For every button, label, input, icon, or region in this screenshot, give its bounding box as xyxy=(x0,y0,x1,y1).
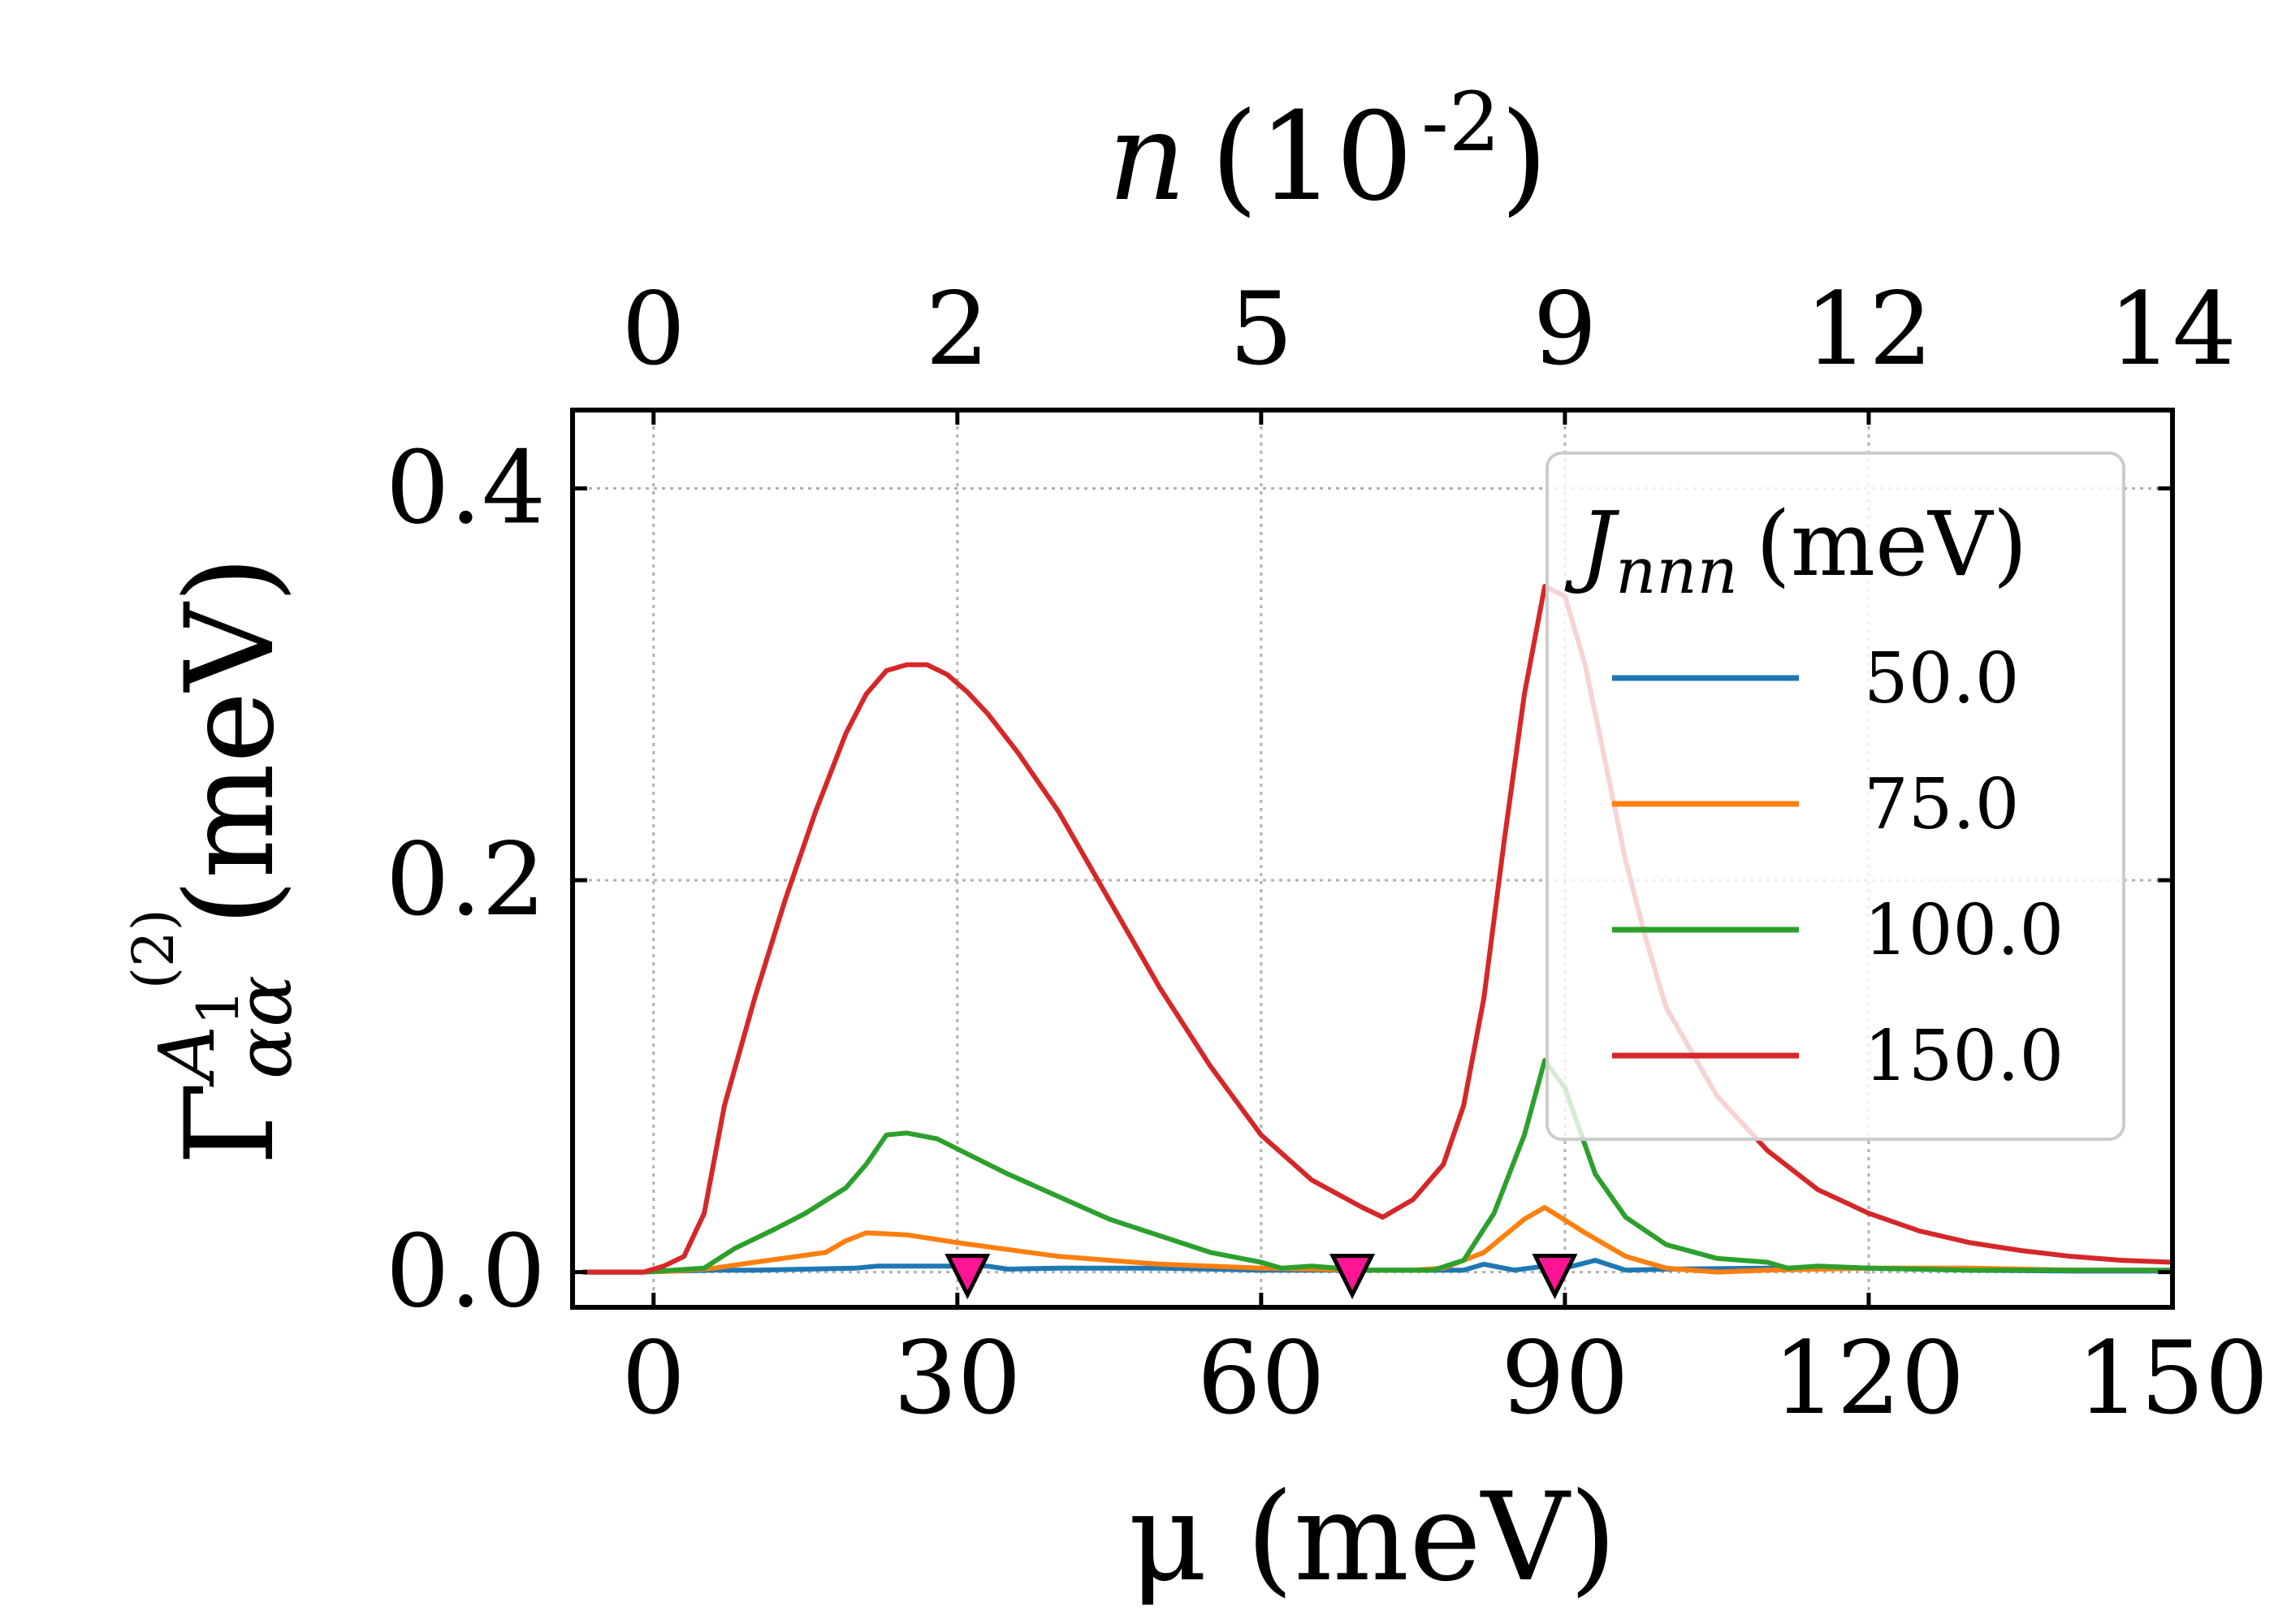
top-tick-label-2: 5 xyxy=(1229,271,1293,388)
top-x-axis-exponent: -2 xyxy=(1421,75,1500,170)
y-axis-unit: (meV) xyxy=(160,555,301,926)
legend-label-50.0: 50.0 xyxy=(1864,638,2019,719)
x-tick-label-4: 120 xyxy=(1773,1320,1965,1437)
y-tick-label-0: 0.0 xyxy=(386,1214,546,1331)
plot-frame xyxy=(570,408,2175,1310)
legend-label-150.0: 150.0 xyxy=(1864,1016,2064,1097)
y-axis-subscript: αα xyxy=(220,975,309,1079)
legend-label-100.0: 100.0 xyxy=(1864,890,2064,971)
top-tick-label-1: 2 xyxy=(925,271,989,388)
y-axis-order: (2) xyxy=(120,909,187,989)
marker-triangle-0 xyxy=(945,1254,991,1300)
top-tick-label-0: 0 xyxy=(621,271,685,388)
top-x-axis-unit: (10 xyxy=(1211,87,1413,228)
y-tick-label-2: 0.4 xyxy=(386,430,546,547)
legend-title: Jnnn (meV) xyxy=(1564,492,2028,608)
series-line-150.0 xyxy=(582,584,2173,1275)
x-tick-label-1: 30 xyxy=(893,1320,1022,1437)
ticks-group: 0 30 60 90 120 150 0 2 5 9 12 14 0.0 0.2 0.4 xyxy=(386,271,2269,1437)
y-axis-title: ΓA1(2) αα (meV) xyxy=(120,555,309,1165)
x-tick-label-2: 60 xyxy=(1197,1320,1325,1437)
top-x-axis-close: ) xyxy=(1500,87,1548,228)
markers-group xyxy=(945,1254,1578,1300)
top-x-axis-title: n (10 -2) xyxy=(1108,75,1548,228)
y-axis-symbol: Γ xyxy=(160,1081,301,1165)
top-x-axis-variable: n xyxy=(1108,87,1187,228)
series-group xyxy=(582,584,2173,1275)
y-axis-superscript: A xyxy=(143,1026,232,1088)
top-tick-label-3: 9 xyxy=(1533,271,1597,388)
x-tick-label-0: 0 xyxy=(621,1320,685,1437)
legend-label-75.0: 75.0 xyxy=(1864,764,2019,845)
marker-triangle-2 xyxy=(1532,1254,1578,1300)
legend-box xyxy=(1546,451,2125,1141)
top-tick-label-4: 12 xyxy=(1805,271,1933,388)
x-tick-label-3: 90 xyxy=(1501,1320,1629,1437)
top-tick-label-5: 14 xyxy=(2108,271,2237,388)
marker-triangle-1 xyxy=(1329,1254,1376,1300)
y-tick-label-1: 0.2 xyxy=(386,822,546,939)
y-axis-superscript-sub: 1 xyxy=(185,989,252,1026)
svg-text:ΓA1(2)αα(meV): ΓA1(2) αα (meV) xyxy=(120,555,309,1165)
x-axis-title: μ (meV) xyxy=(1128,1467,1617,1609)
legend-entries: 50.0 75.0 100.0 150.0 xyxy=(1612,638,2064,1097)
legend: Jnnn (meV) 50.0 75.0 100.0 150.0 xyxy=(1546,451,2125,1141)
x-tick-label-5: 150 xyxy=(2077,1320,2269,1437)
